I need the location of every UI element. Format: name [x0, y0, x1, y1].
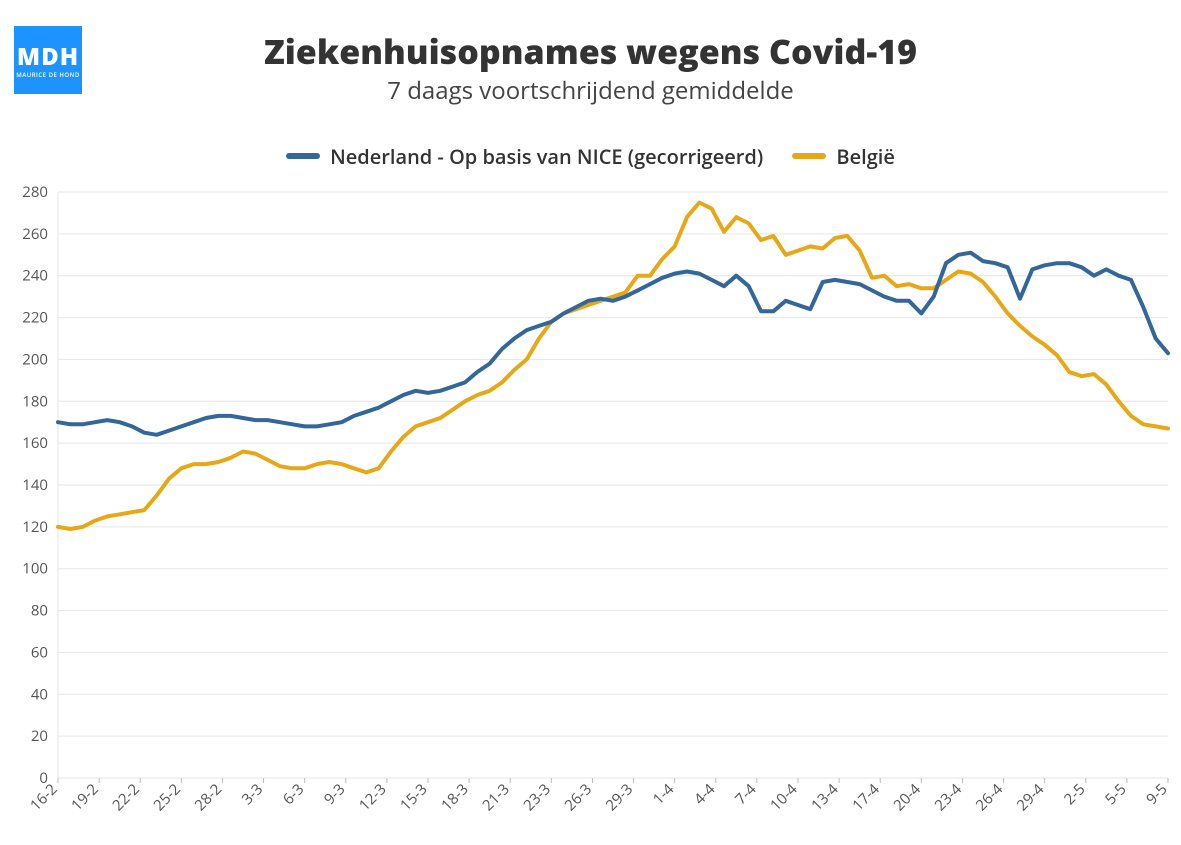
svg-text:9-3: 9-3	[320, 779, 350, 809]
svg-text:25-2: 25-2	[149, 779, 185, 815]
svg-text:40: 40	[31, 684, 48, 704]
svg-text:140: 140	[22, 475, 48, 495]
svg-text:19-2: 19-2	[67, 779, 103, 815]
svg-text:80: 80	[31, 601, 48, 621]
svg-text:1-4: 1-4	[649, 779, 679, 809]
svg-text:10-4: 10-4	[766, 779, 802, 815]
svg-text:4-4: 4-4	[690, 779, 720, 809]
svg-text:7-4: 7-4	[731, 779, 761, 809]
svg-text:29-4: 29-4	[1012, 779, 1048, 815]
svg-text:28-2: 28-2	[190, 779, 226, 815]
svg-text:6-3: 6-3	[279, 779, 309, 809]
svg-text:17-4: 17-4	[848, 779, 884, 815]
svg-text:26-3: 26-3	[560, 779, 596, 815]
svg-text:3-3: 3-3	[237, 779, 267, 809]
svg-text:26-4: 26-4	[971, 779, 1007, 815]
svg-text:2-5: 2-5	[1060, 779, 1090, 809]
svg-text:15-3: 15-3	[396, 779, 432, 815]
svg-text:160: 160	[22, 433, 48, 453]
svg-text:18-3: 18-3	[437, 779, 473, 815]
svg-text:20-4: 20-4	[889, 779, 925, 815]
svg-text:13-4: 13-4	[807, 779, 843, 815]
svg-text:21-3: 21-3	[478, 779, 514, 815]
svg-text:5-5: 5-5	[1101, 779, 1131, 809]
svg-text:29-3: 29-3	[601, 779, 637, 815]
line-chart: 0204060801001201401601802002202402602801…	[0, 0, 1181, 845]
svg-text:9-5: 9-5	[1142, 779, 1172, 809]
svg-text:220: 220	[22, 308, 48, 328]
svg-text:260: 260	[22, 224, 48, 244]
svg-text:240: 240	[22, 266, 48, 286]
svg-text:23-4: 23-4	[930, 779, 966, 815]
svg-text:120: 120	[22, 517, 48, 537]
svg-text:200: 200	[22, 349, 48, 369]
svg-text:23-3: 23-3	[519, 779, 555, 815]
svg-text:12-3: 12-3	[355, 779, 391, 815]
svg-text:60: 60	[31, 642, 48, 662]
svg-text:22-2: 22-2	[108, 779, 144, 815]
svg-text:20: 20	[31, 726, 48, 746]
svg-text:280: 280	[22, 182, 48, 202]
svg-text:100: 100	[22, 559, 48, 579]
svg-text:180: 180	[22, 391, 48, 411]
svg-text:16-2: 16-2	[26, 779, 62, 815]
